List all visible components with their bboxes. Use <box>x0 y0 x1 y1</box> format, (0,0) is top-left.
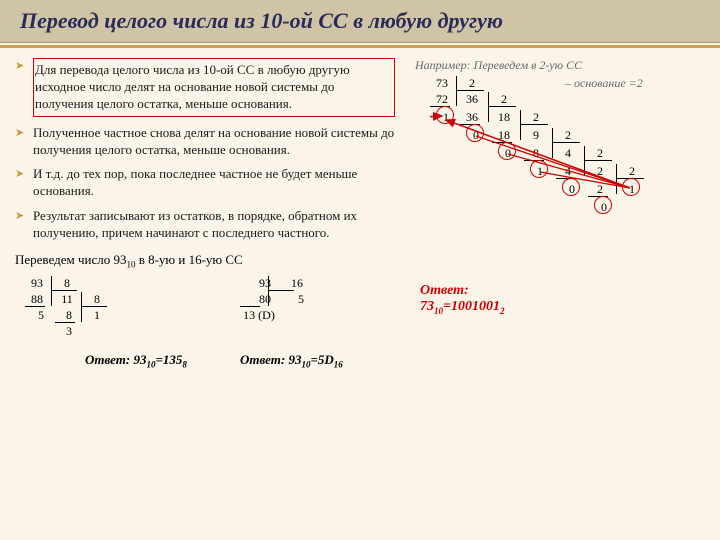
ladder-number: 4 <box>556 164 580 179</box>
answer-label: Ответ: <box>420 283 469 298</box>
conversion-base16: 931680513 (D) <box>240 276 350 336</box>
ladder-number: 36 <box>460 110 484 125</box>
ladder-number: 8 <box>524 146 548 161</box>
remainder-circle <box>436 106 454 124</box>
ladder-number: 2 <box>460 76 484 91</box>
highlighted-text: Для перевода целого числа из 10-ой СС в … <box>33 58 395 117</box>
remainder-circle <box>466 124 484 142</box>
remainder-circle <box>498 142 516 160</box>
ladder-number: 72 <box>430 92 454 107</box>
page-title: Перевод целого числа из 10-ой СС в любую… <box>20 8 700 34</box>
ladder-number: 9 <box>524 128 548 143</box>
remainder-circle <box>622 178 640 196</box>
bottom-header-pre: Переведем число 93 <box>15 252 126 267</box>
ladder-number: 2 <box>556 128 580 143</box>
bottom-header-post: в 8-ую и 16-ую СС <box>135 252 242 267</box>
bottom-section: Переведем число 9310 в 8-ую и 16-ую СС 9… <box>15 252 395 348</box>
ladder-number: 18 <box>492 110 516 125</box>
ladder-number: 2 <box>524 110 548 125</box>
left-column: Для перевода целого числа из 10-ой СС в … <box>15 58 395 348</box>
bullet-item: Полученное частное снова делят на основа… <box>15 125 395 159</box>
ladder-number: 4 <box>556 146 580 161</box>
ladder-number: 36 <box>460 92 484 107</box>
title-bar: Перевод целого числа из 10-ой СС в любую… <box>0 0 720 43</box>
ladder-number: 2 <box>492 92 516 107</box>
ladder-number: 2 <box>620 164 644 179</box>
ladder-number: 73 <box>430 76 454 91</box>
base-note: – основание =2 <box>565 76 643 91</box>
bullet-item: И т.д. до тех пор, пока последнее частно… <box>15 166 395 200</box>
remainder-circle <box>530 160 548 178</box>
answer-base16: Ответ: 9310=5D16 <box>240 352 343 370</box>
answer-base8: Ответ: 9310=1358 <box>85 352 187 370</box>
ladder-number: 2 <box>588 164 612 179</box>
content-area: Для перевода целого числа из 10-ой СС в … <box>0 48 720 358</box>
remainder-circle <box>594 196 612 214</box>
bullet-item: Для перевода целого числа из 10-ой СС в … <box>15 58 395 117</box>
example-header: Например: Переведем в 2-ую СС <box>415 58 582 73</box>
conversion-base8: 938881185813 <box>25 276 135 336</box>
ladder-number: 2 <box>588 146 612 161</box>
bullet-list: Для перевода целого числа из 10-ой СС в … <box>15 58 395 242</box>
bullet-item: Результат записывают из остатков, в поря… <box>15 208 395 242</box>
answer-main: Ответ: 7310=10010012 <box>420 283 504 316</box>
ladder-number: 18 <box>492 128 516 143</box>
remainder-circle <box>562 178 580 196</box>
ladder-number: 2 <box>588 182 612 197</box>
bottom-header: Переведем число 9310 в 8-ую и 16-ую СС <box>15 252 395 270</box>
